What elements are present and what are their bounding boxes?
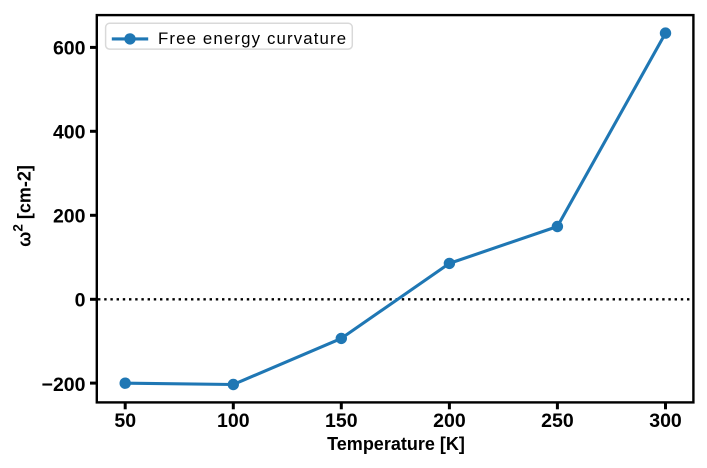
svg-text:300: 300: [649, 410, 682, 432]
svg-text:200: 200: [53, 206, 86, 228]
svg-text:−200: −200: [42, 374, 86, 396]
svg-text:ω2 [cm-2]: ω2 [cm-2]: [11, 165, 35, 247]
svg-text:250: 250: [541, 410, 574, 432]
svg-text:50: 50: [114, 410, 136, 432]
svg-text:400: 400: [53, 122, 86, 144]
svg-text:600: 600: [53, 38, 86, 60]
svg-text:0: 0: [75, 290, 86, 312]
svg-text:Temperature [K]: Temperature [K]: [327, 434, 465, 454]
svg-text:100: 100: [217, 410, 250, 432]
svg-text:200: 200: [433, 410, 466, 432]
svg-text:150: 150: [325, 410, 358, 432]
svg-text:Free energy curvature: Free energy curvature: [158, 29, 347, 48]
